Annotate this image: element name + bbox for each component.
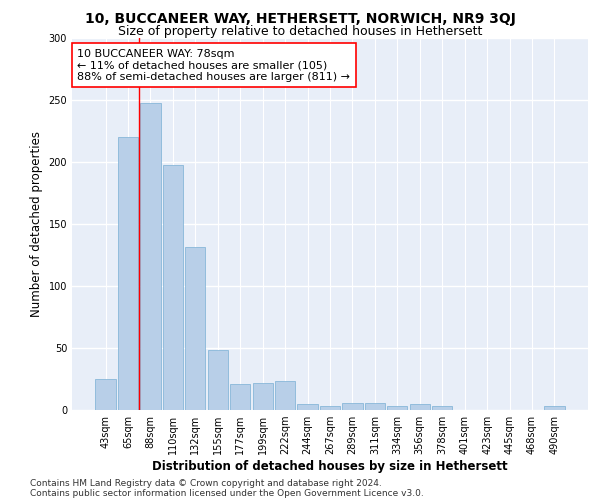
- Bar: [298, 404, 317, 410]
- Bar: [185, 248, 205, 410]
- Bar: [365, 402, 385, 410]
- Bar: [95, 379, 116, 410]
- Bar: [410, 404, 430, 410]
- Text: Contains public sector information licensed under the Open Government Licence v3: Contains public sector information licen…: [30, 488, 424, 498]
- Y-axis label: Number of detached properties: Number of detached properties: [30, 130, 43, 317]
- Bar: [387, 406, 407, 410]
- X-axis label: Distribution of detached houses by size in Hethersett: Distribution of detached houses by size …: [152, 460, 508, 473]
- Bar: [275, 382, 295, 410]
- Bar: [320, 406, 340, 410]
- Text: 10, BUCCANEER WAY, HETHERSETT, NORWICH, NR9 3QJ: 10, BUCCANEER WAY, HETHERSETT, NORWICH, …: [85, 12, 515, 26]
- Bar: [163, 166, 183, 410]
- Bar: [253, 382, 273, 410]
- Text: Size of property relative to detached houses in Hethersett: Size of property relative to detached ho…: [118, 25, 482, 38]
- Text: Contains HM Land Registry data © Crown copyright and database right 2024.: Contains HM Land Registry data © Crown c…: [30, 478, 382, 488]
- Bar: [208, 350, 228, 410]
- Bar: [544, 406, 565, 410]
- Bar: [140, 104, 161, 410]
- Bar: [230, 384, 250, 410]
- Bar: [432, 406, 452, 410]
- Text: 10 BUCCANEER WAY: 78sqm
← 11% of detached houses are smaller (105)
88% of semi-d: 10 BUCCANEER WAY: 78sqm ← 11% of detache…: [77, 48, 350, 82]
- Bar: [343, 402, 362, 410]
- Bar: [118, 137, 138, 410]
